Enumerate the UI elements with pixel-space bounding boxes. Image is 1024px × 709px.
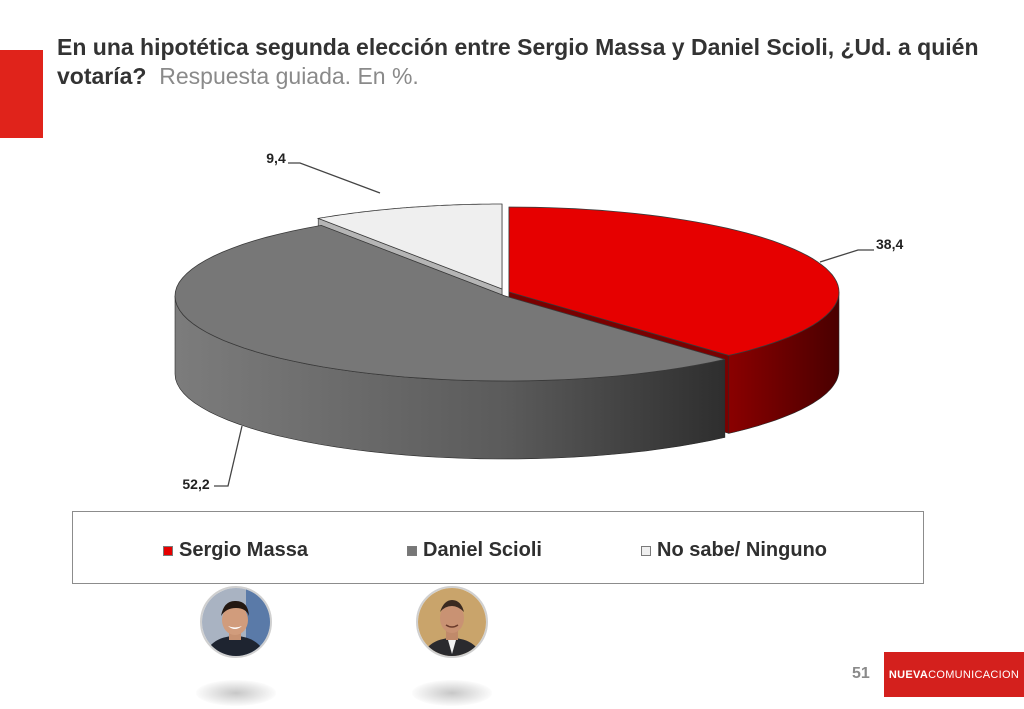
legend-label-massa: Sergio Massa [179, 539, 308, 561]
legend-item-no-sabe: No sabe/ Ninguno [641, 539, 827, 562]
portrait-massa-icon [202, 588, 270, 656]
leader-line-0 [819, 249, 874, 263]
leader-line-2 [288, 162, 381, 194]
slide-subtitle: Respuesta guiada. En %. [159, 63, 419, 89]
avatar-scioli [416, 586, 488, 658]
portrait-scioli-icon [418, 588, 486, 656]
leader-line-1 [214, 425, 243, 487]
pie-tops [174, 203, 840, 382]
slide-title: En una hipotética segunda elección entre… [57, 33, 997, 91]
data-label-0: 38,4 [876, 236, 903, 252]
pie-slice-0 [508, 206, 840, 356]
data-label-2: 9,4 [266, 150, 286, 166]
legend-item-massa: Sergio Massa [163, 539, 308, 562]
pie-leaders [214, 162, 874, 487]
brand-part2: COMUNICACION [928, 668, 1020, 681]
pie-slice-1 [174, 224, 725, 382]
avatar-shadow-scioli [412, 680, 492, 706]
brand-part1: NUEVA [888, 668, 929, 681]
pie-labels: 38,4 52,2 9,4 [182, 150, 903, 492]
data-label-1: 52,2 [182, 476, 209, 492]
legend-item-scioli: Daniel Scioli [407, 539, 542, 562]
legend-label-scioli: Daniel Scioli [423, 539, 542, 561]
page-number: 51 [852, 665, 870, 682]
chart-legend: Sergio Massa Daniel Scioli No sabe/ Ning… [72, 511, 924, 584]
accent-bar [0, 50, 43, 138]
avatar-shadow-massa [196, 680, 276, 706]
legend-swatch-scioli [407, 545, 417, 556]
avatar-massa [200, 586, 272, 658]
legend-label-no-sabe: No sabe/ Ninguno [657, 539, 827, 561]
brand-logo: NUEVA COMUNICACION [884, 652, 1024, 697]
title-text: En una hipotética segunda elección entre… [57, 34, 979, 89]
legend-swatch-massa [163, 545, 173, 556]
legend-swatch-no-sabe [641, 545, 651, 556]
pie-slice-2 [316, 203, 503, 290]
